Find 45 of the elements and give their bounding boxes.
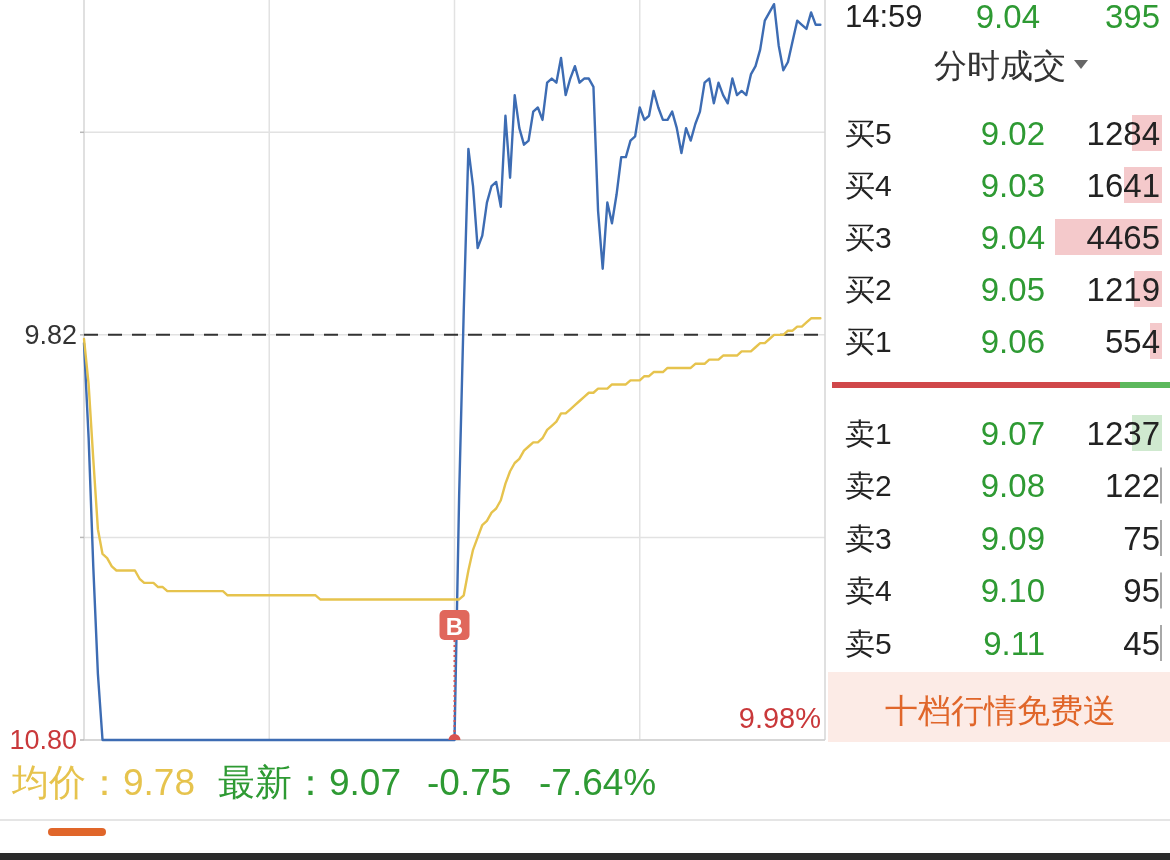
text: 均价：9.78 [11,761,196,803]
annotation: 9.98% [738,702,821,734]
text: 最新：9.07 [218,761,402,803]
data-label: 9.07 [980,414,1045,452]
data-label: 9.04 [980,218,1045,256]
data-label: 122 [1104,467,1160,504]
data-label: 9.03 [980,166,1045,204]
text: 9.04 [975,0,1040,35]
data-label: 45 [1123,624,1160,662]
text: -0.75 [427,761,512,803]
data-label: 1284 [1086,114,1160,152]
text: 十档行情免费送 [884,691,1116,729]
data-label: 9.06 [980,322,1045,360]
category-label: 买4 [845,168,892,202]
data-label: 1219 [1086,270,1160,308]
category-label: 买3 [845,220,892,254]
data-label: 9.11 [983,624,1045,662]
text: 分时成交 [934,46,1066,84]
text: 395 [1104,0,1160,35]
category-label: 卖3 [845,521,892,555]
data-label: 9.02 [980,114,1045,152]
data-label: 1237 [1086,414,1160,452]
data-label: 75 [1123,519,1160,557]
category-label: 买5 [845,116,892,150]
line-series [82,2,822,742]
text: 14:59 [845,0,923,34]
data-label: 9.10 [980,572,1045,609]
text: -7.64% [539,761,657,803]
data-label: 1641 [1086,166,1160,204]
category-label: 买1 [845,324,892,358]
category-label: 卖2 [845,469,892,502]
data-label: 9.08 [980,467,1045,504]
y-tick-label: 9.82 [24,319,77,350]
data-label: 9.09 [980,519,1045,557]
y-tick-label: 10.80 [9,725,77,755]
annotation: B [445,612,464,640]
category-label: 卖5 [845,626,892,660]
line-series [82,317,822,601]
category-label: 卖4 [845,574,892,607]
category-label: 卖1 [845,416,892,450]
category-label: 买2 [845,272,892,306]
data-label: 4465 [1086,218,1160,256]
data-label: 95 [1123,572,1160,609]
data-label: 9.05 [980,270,1045,308]
data-label: 554 [1104,322,1160,360]
